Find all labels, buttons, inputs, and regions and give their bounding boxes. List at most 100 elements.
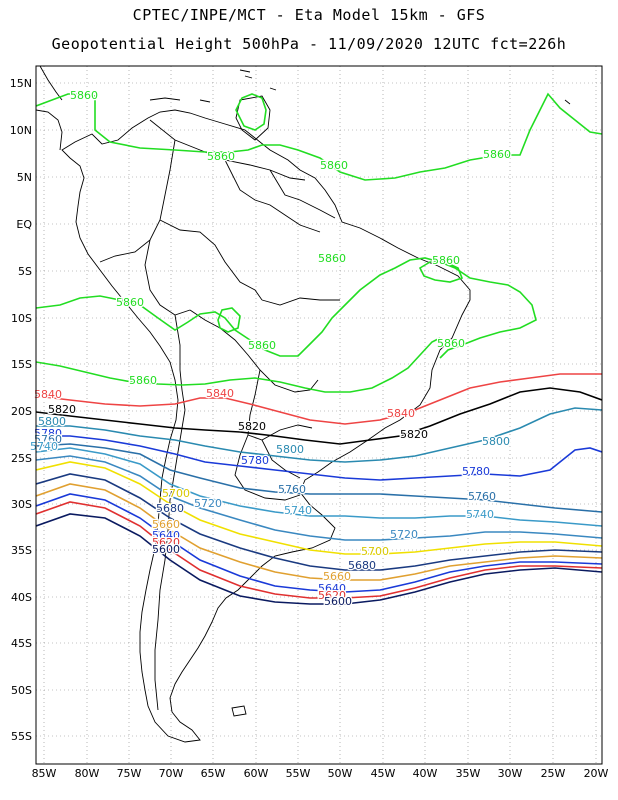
- contour-5740: [36, 447, 602, 527]
- contour-label: 5860: [70, 89, 98, 102]
- latitude-tick-label: 50S: [11, 684, 32, 697]
- contour-5620: [36, 501, 602, 599]
- contour-label: 5640: [152, 529, 180, 542]
- contour-label: 5700: [361, 545, 389, 558]
- south-america-coastline: [61, 109, 471, 743]
- contour-label: 5860: [432, 254, 460, 267]
- contour-label: 5720: [194, 497, 222, 510]
- latitude-tick-label: 10N: [10, 124, 32, 137]
- contour-5800: [36, 407, 602, 463]
- contour-label: 5800: [482, 435, 510, 448]
- contour-label: 5860: [437, 337, 465, 350]
- contour-label: 5820: [238, 420, 266, 433]
- contour-label: 5660: [152, 518, 180, 531]
- contour-label: 5640: [318, 582, 346, 595]
- longitude-axis: 85W 80W 75W 70W 65W 60W 55W 50W 45W 40W 35W 30W 25W 2…: [32, 767, 609, 780]
- contour-5780: [36, 435, 602, 481]
- contour-5860-north: [36, 92, 602, 181]
- contour-5700: [36, 461, 602, 555]
- longitude-tick-label: 35W: [456, 767, 481, 780]
- longitude-tick-label: 80W: [75, 767, 100, 780]
- longitude-tick-label: 50W: [328, 767, 353, 780]
- caribbean-islands: [199, 69, 571, 105]
- contour-label: 5620: [318, 589, 346, 602]
- contour-label: 5860: [318, 252, 346, 265]
- latitude-tick-label: 45S: [11, 637, 32, 650]
- contour-label: 5740: [30, 440, 58, 453]
- contour-label: 5860: [248, 339, 276, 352]
- contour-label: 5860: [116, 296, 144, 309]
- contour-label: 5780: [34, 427, 62, 440]
- longitude-tick-label: 40W: [413, 767, 438, 780]
- contour-label: 5680: [348, 559, 376, 572]
- contour-5720: [36, 455, 602, 541]
- longitude-tick-label: 65W: [201, 767, 226, 780]
- latitude-tick-label: 55S: [11, 730, 32, 743]
- contour-label: 5600: [152, 543, 180, 556]
- contour-label: 5740: [466, 508, 494, 521]
- contour-label: 5800: [38, 415, 66, 428]
- contour-label: 5840: [206, 387, 234, 400]
- contour-5820: [36, 387, 602, 445]
- lat-lon-grid: [36, 66, 602, 764]
- central-america-coastline: [36, 66, 271, 151]
- latitude-tick-label: 35S: [11, 544, 32, 557]
- longitude-tick-label: 75W: [117, 767, 142, 780]
- contour-label: 5760: [468, 490, 496, 503]
- latitude-tick-label: EQ: [16, 218, 32, 231]
- contour-labels: 5860 5860 5860 5860 5860 5860 5860 5860 5860 5860…: [29, 88, 513, 610]
- map-title-line-2: Geopotential Height 500hPa - 11/09/2020 …: [51, 35, 567, 53]
- longitude-tick-label: 60W: [244, 767, 269, 780]
- contour-label: 5860: [129, 374, 157, 387]
- map-frame: [35, 65, 603, 765]
- contour-5860-south: [36, 337, 441, 393]
- contour-label: 5780: [241, 454, 269, 467]
- contour-label: 5860: [483, 148, 511, 161]
- latitude-tick-label: 10S: [11, 312, 32, 325]
- contour-5760: [36, 443, 602, 513]
- contour-label: 5800: [276, 443, 304, 456]
- latitude-tick-label: 40S: [11, 591, 32, 604]
- falklands: [231, 705, 247, 717]
- latitude-tick-label: 30S: [11, 498, 32, 511]
- latitude-tick-label: 15N: [10, 77, 32, 90]
- latitude-tick-label: 5N: [17, 171, 32, 184]
- contour-5600: [36, 513, 602, 605]
- latitude-axis: 15N 10N 5N EQ 5S 10S 15S 20S 25S 30S 35S 40S 45S 50S 5…: [10, 77, 33, 743]
- contour-label: 5760: [278, 483, 306, 496]
- longitude-tick-label: 20W: [584, 767, 609, 780]
- height-contours: [36, 92, 602, 605]
- contour-label: 5760: [34, 433, 62, 446]
- contour-5860-amazon-cell: [217, 307, 241, 333]
- latitude-tick-label: 15S: [11, 358, 32, 371]
- longitude-tick-label: 25W: [541, 767, 566, 780]
- latitude-tick-label: 25S: [11, 452, 32, 465]
- contour-label: 5840: [387, 407, 415, 420]
- map-title-line-1: CPTEC/INPE/MCT - Eta Model 15km - GFS: [132, 6, 486, 24]
- contour-5660: [36, 483, 602, 581]
- contour-label: 5820: [48, 403, 76, 416]
- contour-label: 5840: [34, 388, 62, 401]
- latitude-tick-label: 5S: [18, 265, 32, 278]
- longitude-tick-label: 45W: [371, 767, 396, 780]
- contour-label: 5600: [324, 595, 352, 608]
- contour-label: 5740: [284, 504, 312, 517]
- latitude-tick-label: 20S: [11, 405, 32, 418]
- longitude-tick-label: 55W: [286, 767, 311, 780]
- contour-5840: [36, 373, 602, 425]
- contour-5860-caribbean: [235, 93, 267, 131]
- longitude-tick-label: 85W: [32, 767, 57, 780]
- contour-label: 5860: [207, 150, 235, 163]
- contour-label: 5720: [390, 528, 418, 541]
- longitude-tick-label: 30W: [498, 767, 523, 780]
- contour-5860-bolivia: [36, 257, 537, 359]
- contour-5680: [36, 473, 602, 571]
- contour-label: 5660: [323, 570, 351, 583]
- contour-label: 5700: [162, 487, 190, 500]
- coastlines: [36, 66, 571, 743]
- contour-label: 5780: [462, 465, 490, 478]
- contour-label: 5820: [400, 428, 428, 441]
- contour-5860-atlantic: [418, 261, 464, 283]
- country-borders: [99, 119, 340, 711]
